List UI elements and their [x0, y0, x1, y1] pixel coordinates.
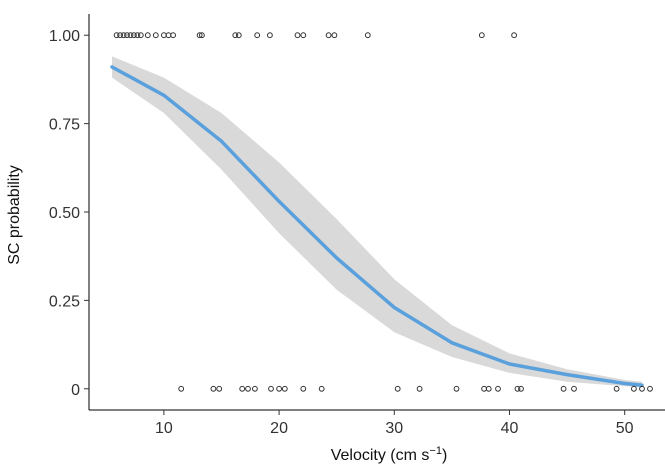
- data-point: [254, 32, 261, 39]
- x-tick-label: 30: [385, 420, 403, 437]
- y-tick-label: 0: [71, 382, 80, 399]
- data-point: [137, 32, 144, 39]
- x-axis-title-suffix: ): [442, 447, 447, 464]
- data-point: [300, 32, 307, 39]
- data-point: [364, 32, 371, 39]
- data-point: [235, 32, 242, 39]
- data-point: [117, 32, 123, 39]
- data-point: [134, 32, 141, 39]
- data-point: [560, 385, 567, 392]
- data-point: [478, 32, 485, 39]
- data-point: [647, 385, 653, 392]
- y-tick-label: 0.75: [49, 117, 80, 134]
- fitted-curve: [110, 65, 644, 388]
- y-tick-label: 0.50: [49, 205, 80, 222]
- x-tick-label: 40: [501, 420, 519, 437]
- data-point: [276, 385, 283, 392]
- data-point: [318, 385, 325, 392]
- data-point: [131, 32, 137, 39]
- data-point: [481, 385, 488, 392]
- x-axis-title-main: Velocity (cm s: [331, 447, 430, 464]
- data-point: [120, 32, 127, 39]
- confidence-band-layer: [112, 56, 642, 388]
- x-axis-title: Velocity (cm s−1): [331, 445, 448, 464]
- data-point: [571, 385, 577, 392]
- axes: [88, 14, 665, 411]
- data-points-layer: [113, 32, 653, 392]
- data-point: [331, 32, 338, 39]
- data-point: [232, 32, 239, 39]
- data-point: [613, 385, 620, 392]
- data-point: [199, 32, 205, 39]
- x-tick-label: 10: [155, 420, 173, 437]
- data-point: [300, 385, 307, 392]
- y-axis-title: SC probability: [6, 165, 23, 265]
- data-point: [511, 32, 517, 39]
- data-point: [416, 385, 423, 392]
- data-point: [196, 32, 203, 39]
- ticks: 10 20 30 40 50 0 0.25 0.50 0.75 1.00: [49, 28, 634, 437]
- data-point: [152, 32, 159, 39]
- data-point: [161, 32, 167, 39]
- data-point: [245, 385, 251, 392]
- data-point: [124, 32, 130, 39]
- x-tick-label: 50: [616, 420, 634, 437]
- data-point: [518, 385, 524, 392]
- y-tick-label: 0.25: [49, 293, 80, 310]
- x-axis-title-superscript: −1: [429, 445, 442, 457]
- data-point: [631, 385, 637, 392]
- data-point: [165, 32, 172, 39]
- confidence-band: [112, 56, 642, 388]
- data-point: [281, 385, 288, 392]
- data-point: [210, 385, 217, 392]
- data-point: [325, 32, 332, 39]
- data-point: [394, 385, 401, 392]
- data-point: [495, 385, 501, 392]
- data-point: [294, 32, 301, 39]
- data-point: [113, 32, 120, 39]
- data-point: [267, 32, 273, 39]
- y-tick-label: 1.00: [49, 28, 80, 45]
- data-point: [216, 385, 223, 392]
- data-point: [514, 385, 521, 392]
- data-point: [144, 32, 151, 39]
- data-point: [639, 385, 645, 392]
- fit-line-layer: [110, 65, 644, 388]
- x-tick-label: 20: [270, 420, 288, 437]
- data-point: [239, 385, 246, 392]
- data-point: [170, 32, 177, 39]
- data-point: [453, 385, 460, 392]
- data-point: [268, 385, 274, 392]
- data-point: [252, 385, 258, 392]
- data-point: [178, 385, 185, 392]
- data-point: [485, 385, 492, 392]
- data-point: [127, 32, 134, 39]
